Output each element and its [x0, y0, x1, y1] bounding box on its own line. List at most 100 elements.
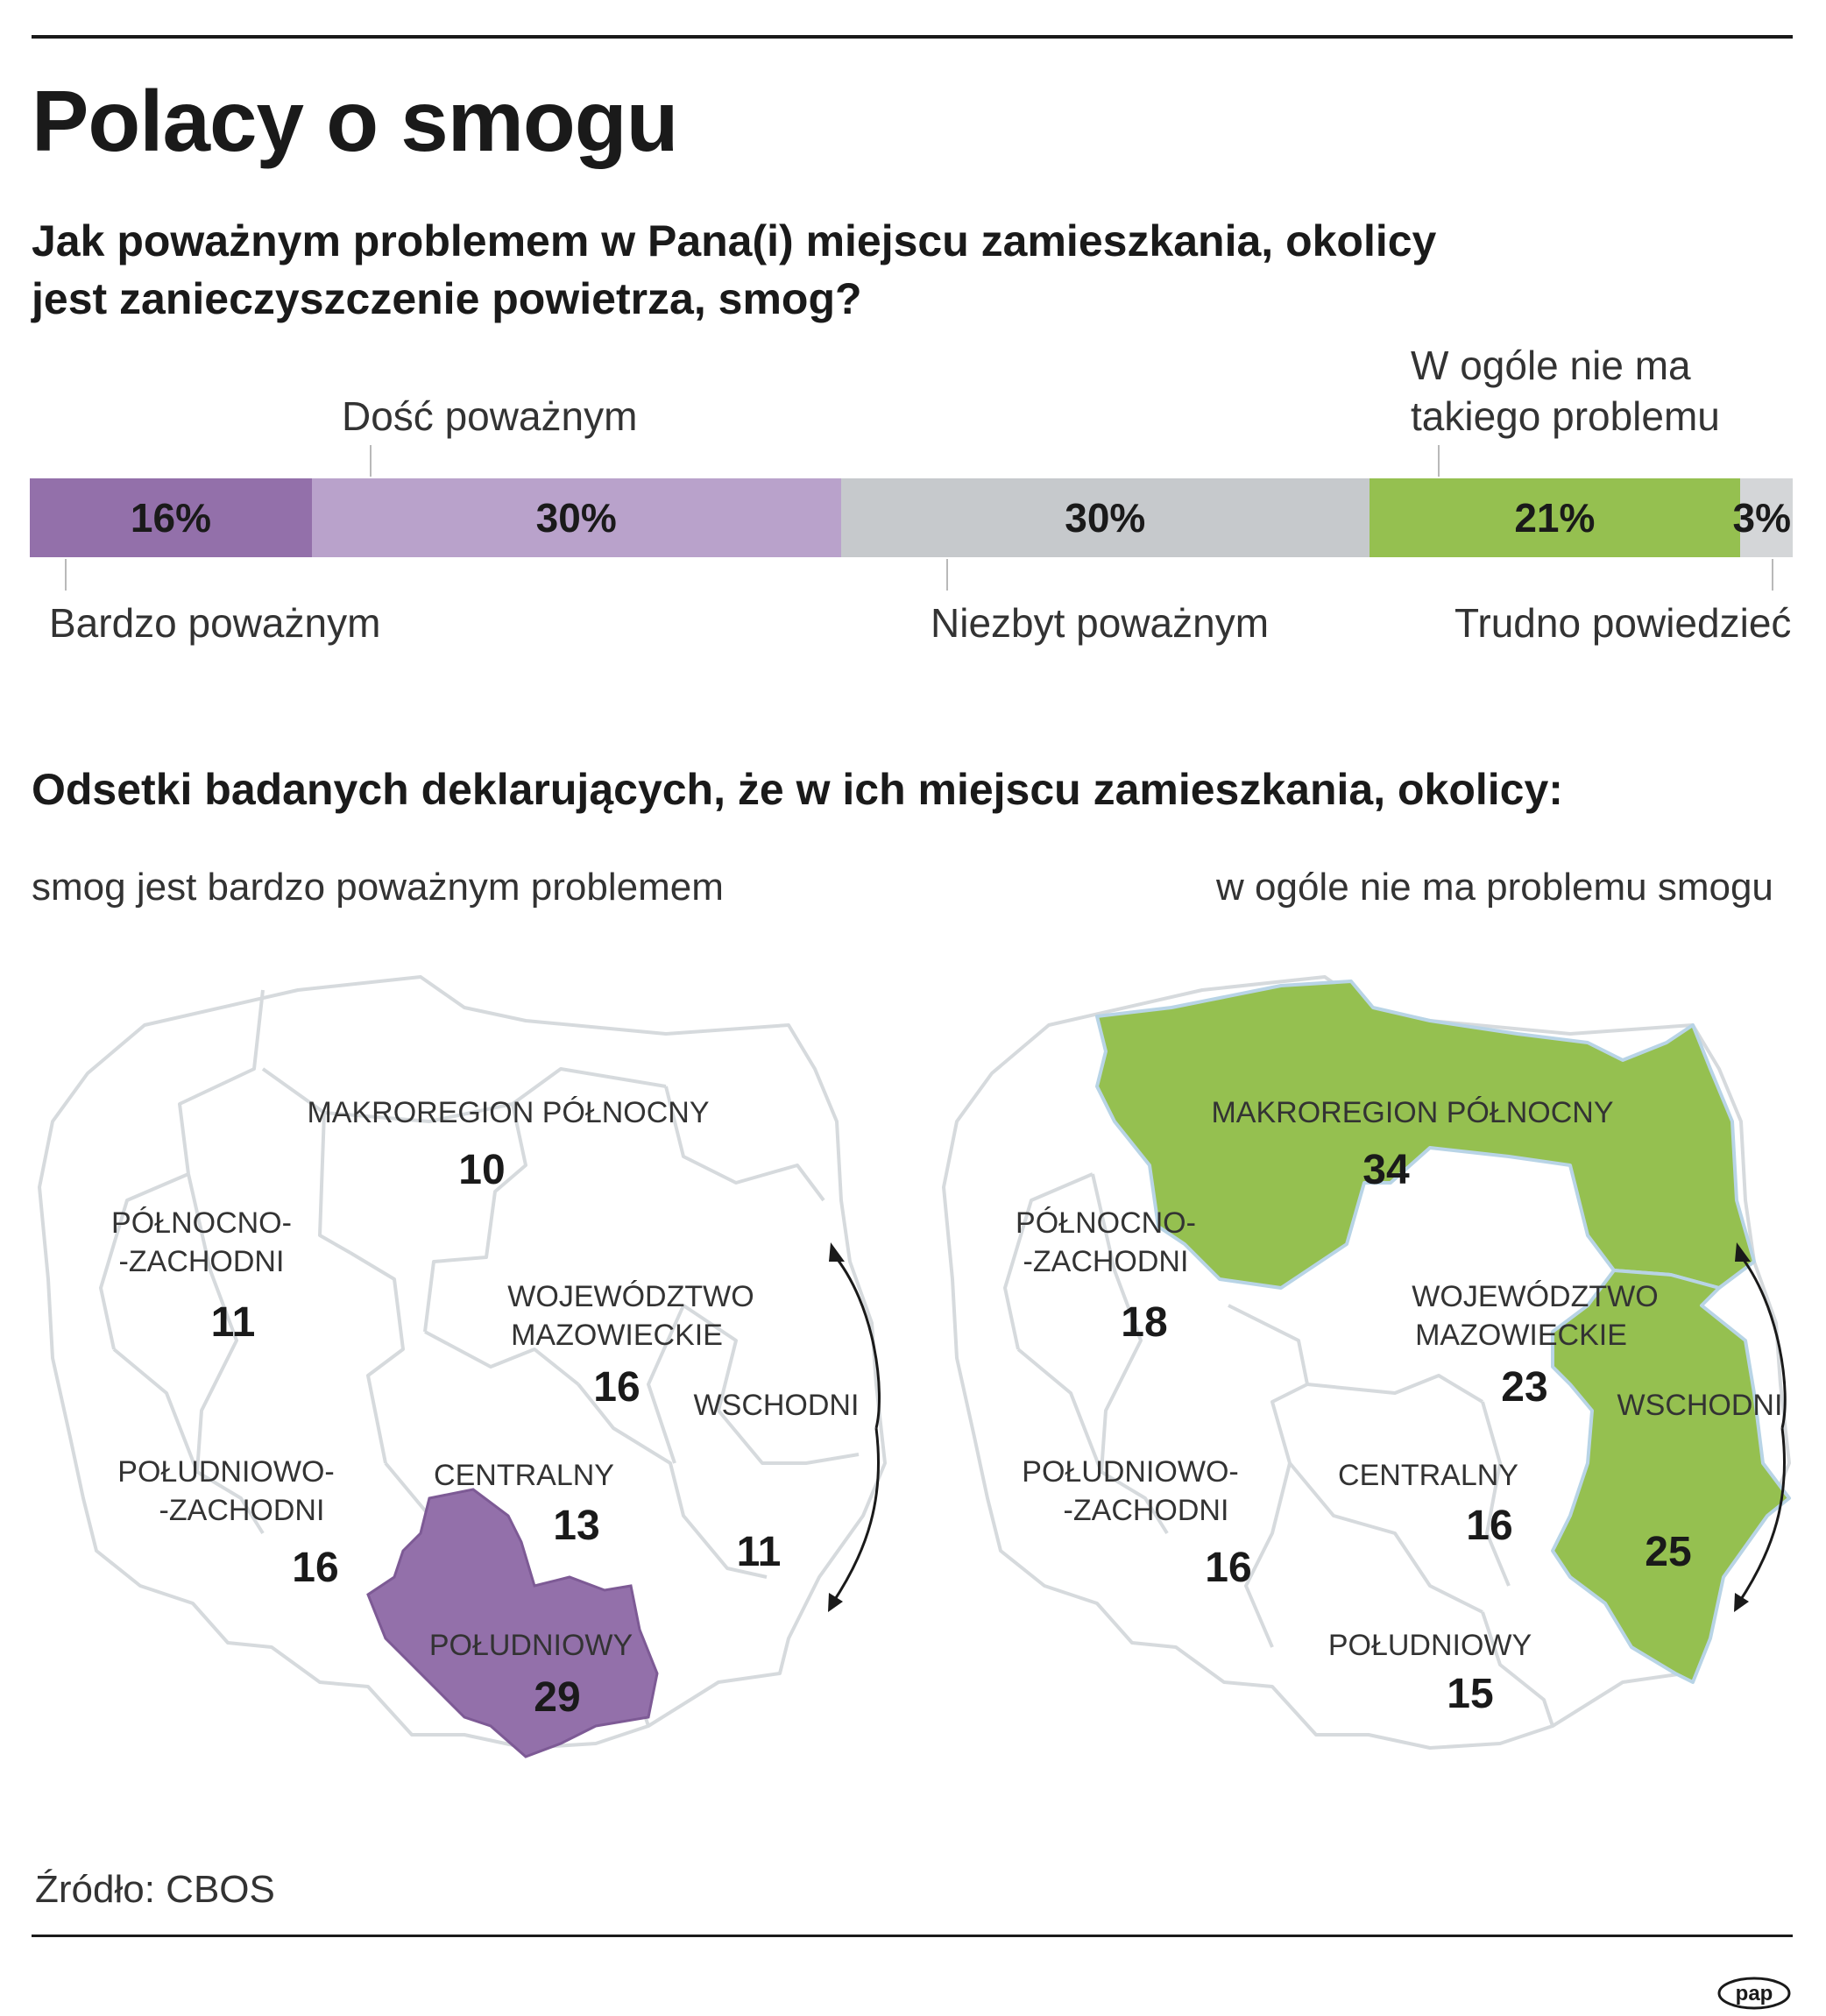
left-mazow-value: 16: [593, 1364, 641, 1411]
left-pd-zach-name-2: -ZACHODNI: [159, 1494, 325, 1527]
bottom-rule: [32, 1935, 1793, 1937]
map-right: MAKROREGION PÓŁNOCNY 34 PÓŁNOCNO- -ZACHO…: [939, 973, 1798, 1796]
map-left-border-9: [424, 1330, 580, 1386]
left-centralny-name: CENTRALNY: [434, 1459, 614, 1492]
right-poludniowy-value: 15: [1447, 1671, 1494, 1717]
bar-value-label-niezbyt: 30%: [1065, 495, 1146, 541]
map-left-border-7: [187, 1173, 238, 1473]
map-left-border-8: [349, 1251, 405, 1464]
label-w-ogole-line-2: takiego problemu: [1411, 393, 1720, 439]
tick-bardzo-powaznym: [65, 559, 67, 591]
bar-value-label-bardzo: 16%: [130, 495, 211, 541]
map-left-border-13: [112, 1348, 265, 1535]
map-right-arrowhead-bottom: [1734, 1593, 1749, 1612]
right-mazow-name-1: WOJEWÓDZTWO: [1412, 1280, 1659, 1313]
left-wschodni-value: 11: [736, 1529, 782, 1575]
right-centralny-value: 16: [1466, 1503, 1513, 1549]
map-left-border-5: [664, 1086, 825, 1202]
pap-logo: pap: [1717, 1977, 1791, 2010]
map-left-border-11: [682, 1304, 860, 1465]
map-right-arrowhead-top: [1735, 1242, 1751, 1262]
left-pn-zach-name-1: PÓŁNOCNO-: [111, 1206, 292, 1240]
right-wschodni-value: 25: [1645, 1529, 1692, 1575]
map-right-border-2: [1091, 1173, 1143, 1473]
section-title: Odsetki badanych deklarujących, że w ich…: [32, 765, 1563, 814]
map-right-border-5: [1481, 1401, 1511, 1587]
left-centralny-value: 13: [553, 1503, 600, 1549]
label-bardzo-powaznym: Bardzo poważnym: [49, 600, 381, 646]
left-pd-zach-name-1: POŁUDNIOWO-: [117, 1455, 335, 1489]
source-note: Źródło: CBOS: [35, 1868, 275, 1911]
right-polnocny-name: MAKROREGION PÓŁNOCNY: [1211, 1096, 1614, 1129]
right-pn-zach-name-2: -ZACHODNI: [1023, 1245, 1189, 1278]
bar-segment-w-ogole: 21%: [1370, 478, 1740, 557]
left-wschodni-name: WSCHODNI: [693, 1389, 860, 1422]
bar-segment-dosc: 30%: [311, 478, 841, 557]
top-rule: [32, 35, 1793, 39]
map-right-shapes: [942, 975, 1791, 1750]
map-left-subtitle: smog jest bardzo poważnym problemem: [32, 866, 724, 909]
map-right-arrow: [1737, 1252, 1787, 1604]
question-text: Jak poważnym problemem w Pana(i) miejscu…: [32, 212, 1436, 328]
map-left-border-6: [99, 1172, 189, 1350]
bar-value-label-w-ogole: 21%: [1514, 495, 1596, 541]
map-right-highlight-wschodni: [1551, 1269, 1791, 1684]
left-pn-zach-name-2: -ZACHODNI: [118, 1245, 285, 1278]
map-left-arrow: [831, 1252, 881, 1604]
right-pd-zach-value: 16: [1205, 1545, 1252, 1591]
map-right-subtitle: w ogóle nie ma problemu smogu: [1216, 866, 1773, 909]
map-left-border-10: [577, 1383, 768, 1579]
map-right-border-4: [1306, 1374, 1484, 1404]
bar-segment-niezbyt: 30%: [840, 478, 1370, 557]
map-right-border-1: [1003, 1172, 1093, 1350]
right-centralny-name: CENTRALNY: [1338, 1459, 1518, 1492]
map-left-border-1: [178, 989, 265, 1175]
left-polnocny-name: MAKROREGION PÓŁNOCNY: [307, 1096, 710, 1129]
right-wschodni-name: WSCHODNI: [1617, 1389, 1783, 1422]
tick-niezbyt-powaznym: [946, 559, 948, 591]
map-left: MAKROREGION PÓŁNOCNY 10 PÓŁNOCNO- -ZACHO…: [35, 973, 894, 1796]
left-pd-zach-value: 16: [292, 1545, 339, 1591]
map-left-arrowhead-bottom: [828, 1593, 843, 1612]
map-left-shapes: [38, 975, 887, 1758]
bar-segment-trudno: 3%: [1733, 478, 1793, 557]
map-right-border-9: [1244, 1462, 1292, 1648]
label-dosc-powaznym: Dość poważnym: [342, 393, 638, 439]
right-pd-zach-name-2: -ZACHODNI: [1063, 1494, 1229, 1527]
bar-value-label-trudno: 3%: [1732, 495, 1791, 541]
right-pn-zach-value: 18: [1121, 1299, 1168, 1346]
left-poludniowy-name: POŁUDNIOWY: [428, 1629, 633, 1662]
bar-segment-bardzo: 16%: [30, 478, 312, 557]
left-pn-zach-value: 11: [210, 1299, 256, 1346]
tick-dosc-powaznym: [370, 445, 372, 477]
right-mazow-value: 23: [1501, 1364, 1548, 1411]
label-trudno-powiedziec: Trudno powiedzieć: [1454, 600, 1792, 646]
bar-value-label-dosc: 30%: [535, 495, 617, 541]
map-left-arrowhead-top: [829, 1242, 845, 1262]
question-line-2: jest zanieczyszczenie powietrza, smog?: [32, 274, 862, 323]
label-w-ogole-line-1: W ogóle nie ma: [1411, 343, 1691, 388]
left-polnocny-value: 10: [458, 1147, 506, 1193]
right-polnocny-value: 34: [1362, 1147, 1410, 1193]
map-left-highlight-poludniowy: [366, 1488, 659, 1758]
right-pn-zach-name-1: PÓŁNOCNO-: [1016, 1206, 1196, 1240]
right-pd-zach-name-1: POŁUDNIOWO-: [1022, 1455, 1239, 1489]
left-mazow-name-2: MAZOWIECKIE: [511, 1319, 723, 1352]
page-title: Polacy o smogu: [32, 73, 679, 169]
map-left-border-2: [261, 1067, 351, 1255]
left-poludniowy-value: 29: [534, 1674, 581, 1721]
left-mazow-name-1: WOJEWÓDZTWO: [507, 1280, 754, 1313]
question-line-1: Jak poważnym problemem w Pana(i) miejscu…: [32, 216, 1437, 265]
map-right-highlight-polnocny: [1095, 980, 1756, 1290]
map-left-border-4: [423, 1103, 527, 1333]
tick-trudno-powiedziec: [1772, 559, 1773, 591]
map-right-border-8: [1481, 1611, 1554, 1727]
right-poludniowy-name: POŁUDNIOWY: [1327, 1629, 1532, 1662]
tick-w-ogole: [1438, 445, 1440, 477]
label-niezbyt-powaznym: Niezbyt poważnym: [931, 600, 1270, 646]
svg-text:pap: pap: [1736, 1982, 1773, 2005]
map-left-border-12: [647, 1305, 685, 1464]
map-right-border-6: [1016, 1348, 1169, 1535]
right-mazow-name-2: MAZOWIECKIE: [1415, 1319, 1627, 1352]
map-right-border-7: [1288, 1461, 1483, 1614]
